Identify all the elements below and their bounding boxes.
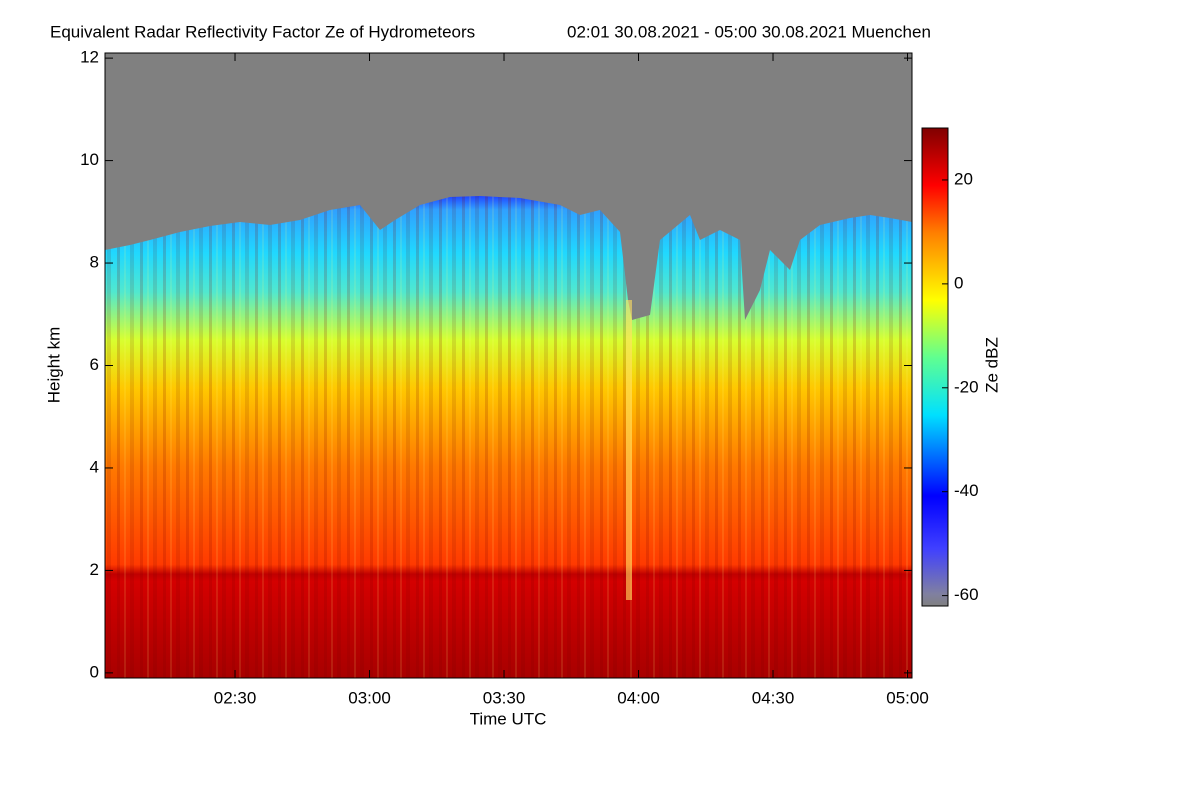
y-axis-label: Height km [44, 327, 63, 404]
colorbar-label: Ze dBZ [982, 337, 1001, 393]
chart-subtitle: 02:01 30.08.2021 - 05:00 30.08.2021 Muen… [567, 22, 931, 41]
radar-field [105, 53, 912, 678]
x-tick-label: 04:30 [752, 688, 795, 707]
colorbar [921, 127, 949, 607]
x-tick-label: 05:00 [886, 688, 929, 707]
colorbar-tick-label: 0 [954, 273, 963, 292]
colorbar-tick-label: -60 [954, 585, 979, 604]
x-tick-label: 03:00 [348, 688, 391, 707]
colorbar-tick-label: -20 [954, 377, 979, 396]
colorbar-tick-label: -40 [954, 481, 979, 500]
x-tick-label: 04:00 [617, 688, 660, 707]
y-tick-label: 10 [80, 150, 99, 169]
y-tick-label: 12 [80, 48, 99, 67]
y-tick-label: 2 [90, 560, 99, 579]
y-tick-label: 6 [90, 355, 99, 374]
y-tick-label: 0 [90, 662, 99, 681]
colorbar-tick-label: 20 [954, 169, 973, 188]
x-axis-label: Time UTC [470, 709, 547, 728]
y-tick-label: 4 [90, 457, 99, 476]
chart-title: Equivalent Radar Reflectivity Factor Ze … [50, 22, 475, 41]
y-tick-label: 8 [90, 253, 99, 272]
x-tick-label: 03:30 [483, 688, 526, 707]
x-tick-label: 02:30 [214, 688, 257, 707]
